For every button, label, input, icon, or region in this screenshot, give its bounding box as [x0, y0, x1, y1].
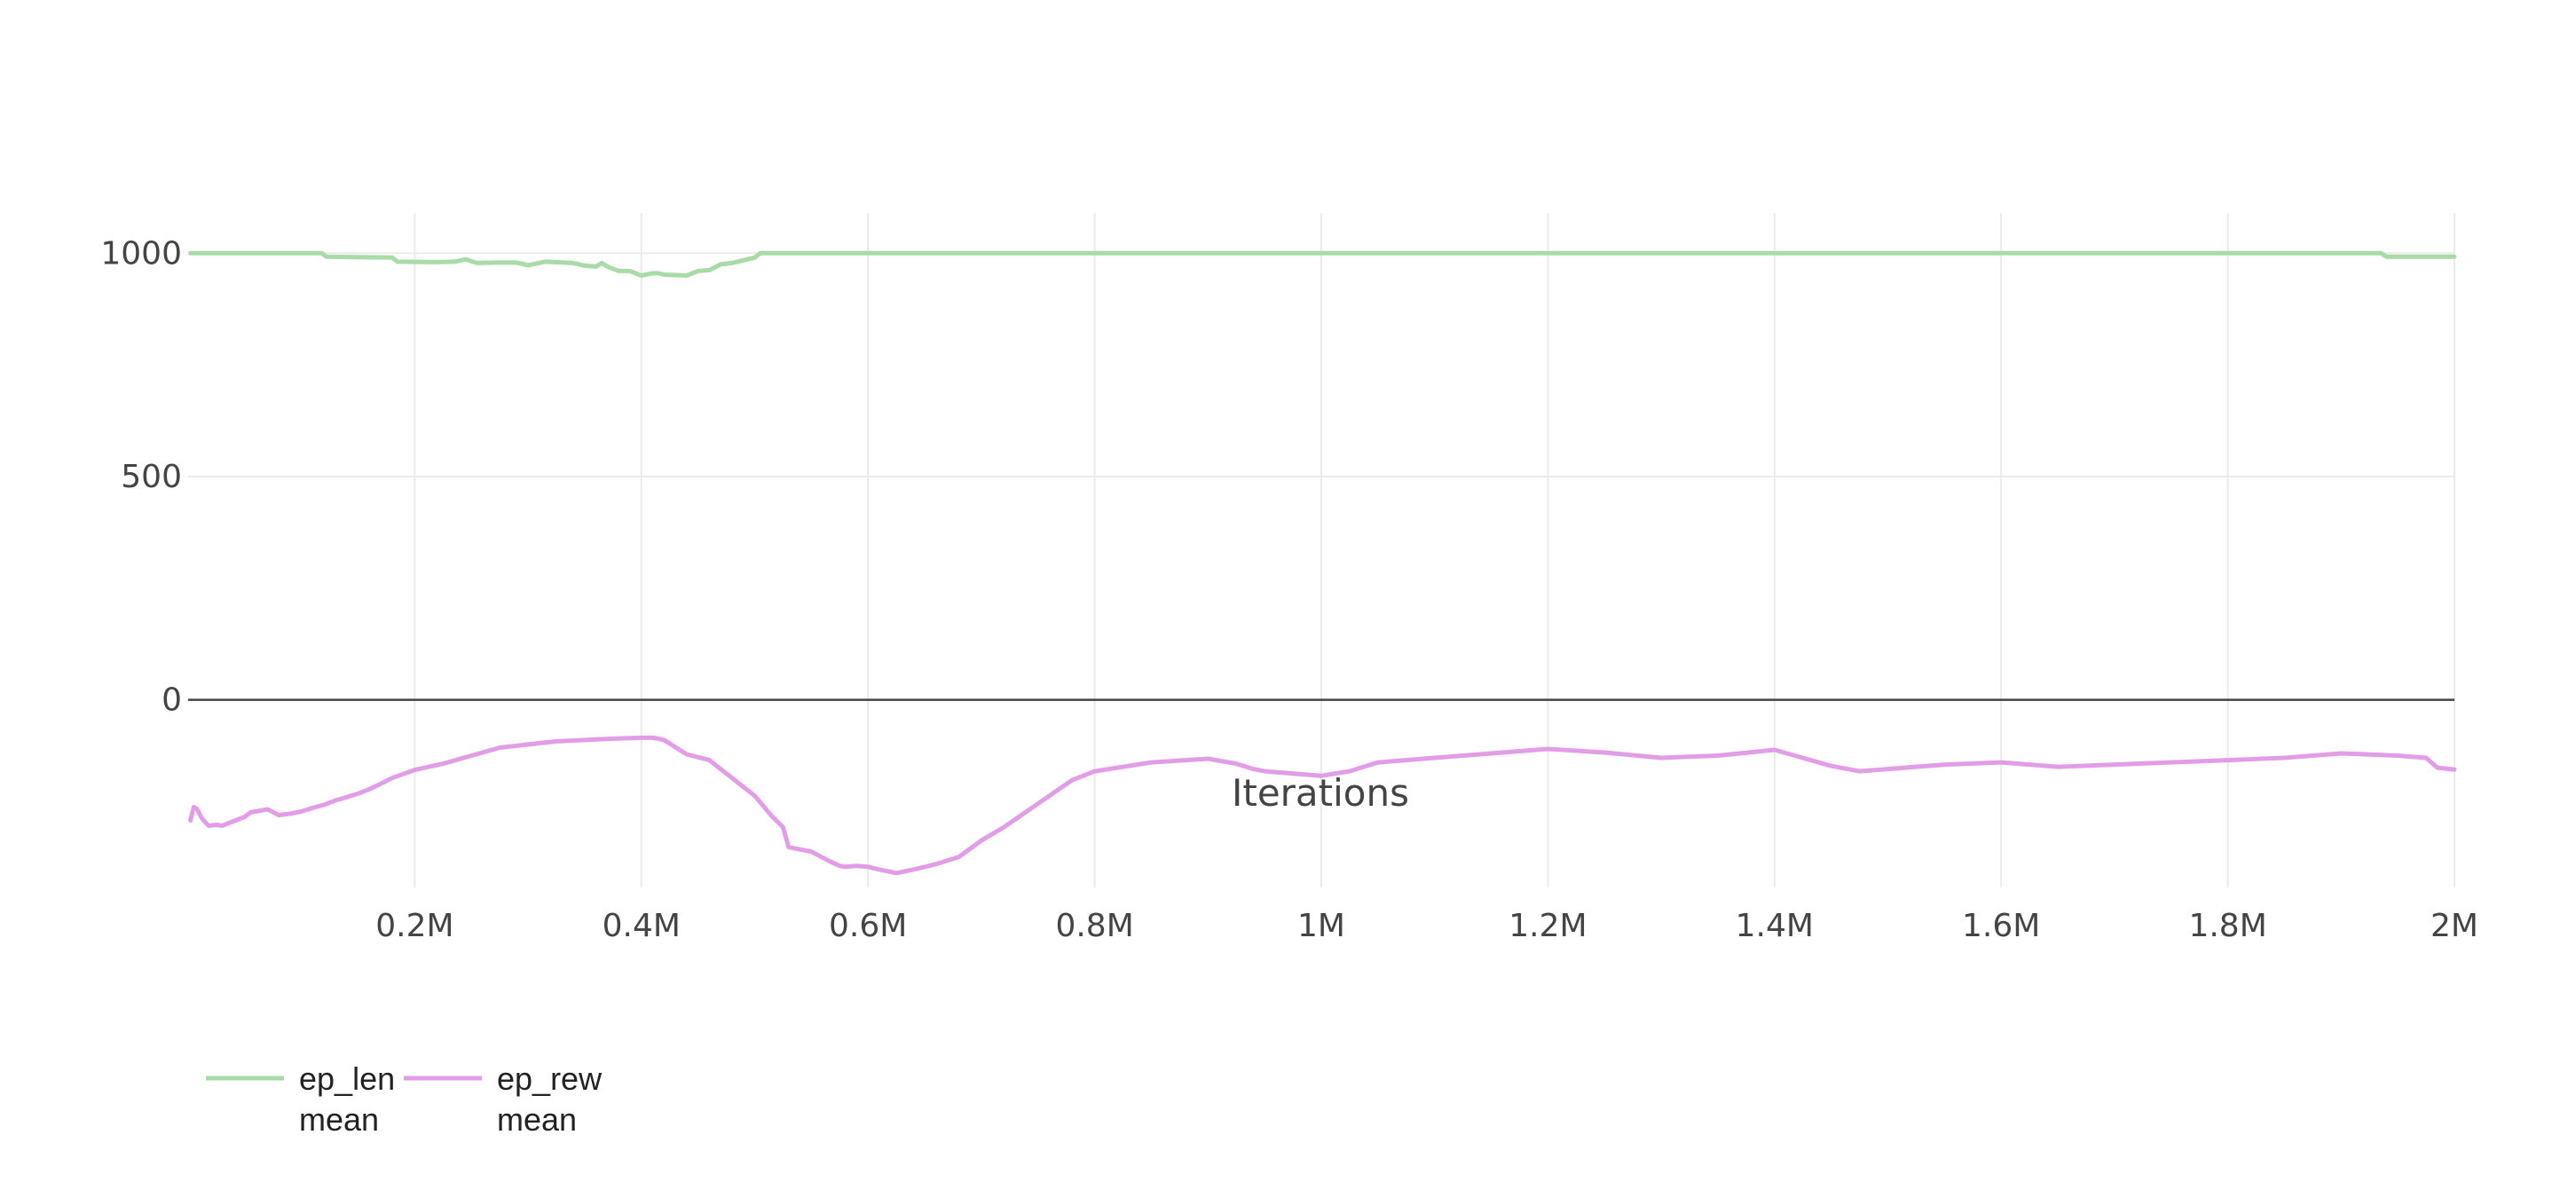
x-tick-label: 1.2M [1509, 908, 1587, 944]
x-axis-label: Iterations [1232, 771, 1409, 815]
x-tick-label: 0.2M [375, 908, 453, 944]
legend-label: mean [497, 1101, 577, 1138]
y-tick-label: 500 [121, 459, 182, 495]
y-axis-ticks: 0 500 1000 [100, 235, 182, 718]
x-axis-ticks: 0.2M 0.4M 0.6M 0.8M 1M 1.2M 1.4M 1.6M 1.8M 2M [375, 908, 2478, 944]
x-tick-label: 1.4M [1736, 908, 1814, 944]
legend-label: ep_rew [497, 1060, 603, 1097]
x-tick-label: 1.8M [2188, 908, 2266, 944]
x-tick-label: 0.6M [829, 908, 907, 944]
legend-label: mean [299, 1101, 379, 1138]
series-line-ep-len-mean [188, 250, 2457, 278]
x-tick-label: 0.8M [1055, 908, 1133, 944]
x-tick-label: 1.6M [1962, 908, 2040, 944]
y-tick-label: 0 [161, 682, 182, 719]
x-tick-label: 0.4M [603, 908, 681, 944]
x-tick-label: 1M [1297, 908, 1345, 944]
legend-label: ep_len [299, 1060, 395, 1097]
series-line-ep-rew-mean [188, 735, 2457, 876]
y-tick-label: 1000 [100, 235, 182, 272]
x-tick-label: 2M [2430, 908, 2478, 944]
series-lines [188, 250, 2457, 876]
